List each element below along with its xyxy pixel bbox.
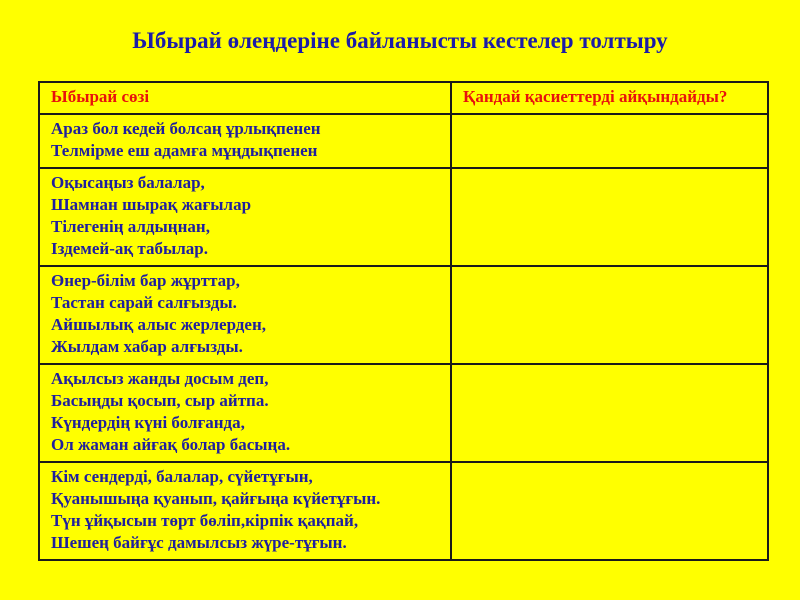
table-header-row: Ыбырай сөзі Қандай қасиеттерді айқындайд… [38, 81, 769, 115]
table-row: Оқысаңыз балалар, Шамнан шырақ жағылар Т… [38, 167, 769, 267]
poem-line: Тілегенің алдыңнан, [51, 217, 210, 236]
header-cell-qasietter: Қандай қасиеттерді айқындайды? [450, 81, 769, 115]
table-row: Араз бол кедей болсаң ұрлықпенен Телмірм… [38, 113, 769, 169]
poem-line: Айшылық алыс жерлерден, [51, 315, 266, 334]
header-cell-ybyrai-sozi: Ыбырай сөзі [38, 81, 452, 115]
poem-line: Қуанышыңа қуанып, қайғыңа күйетұғын. [51, 489, 381, 508]
poem-line: Тастан сарай салғызды. [51, 293, 237, 312]
poem-line: Телмірме еш адамға мұңдықпенен [51, 141, 318, 160]
poem-line: Іздемей-ақ табылар. [51, 239, 208, 258]
poem-line: Ол жаман айғақ болар басыңа. [51, 435, 291, 454]
poem-cell: Кім сендерді, балалар, сүйетұғын, Қуаныш… [38, 461, 452, 561]
answer-cell [450, 363, 769, 463]
answer-cell [450, 167, 769, 267]
poems-table: Ыбырай сөзі Қандай қасиеттерді айқындайд… [38, 81, 769, 561]
poem-line: Жылдам хабар алғызды. [51, 337, 243, 356]
table-row: Ақылсыз жанды досым деп, Басыңды қосып, … [38, 363, 769, 463]
poem-cell: Өнер-білім бар жұрттар, Тастан сарай сал… [38, 265, 452, 365]
answer-cell [450, 113, 769, 169]
poem-line: Түн ұйқысын төрт бөліп,кірпік қақпай, [51, 511, 359, 530]
poem-line: Ақылсыз жанды досым деп, [51, 369, 269, 388]
poem-line: Басыңды қосып, сыр айтпа. [51, 391, 269, 410]
answer-cell [450, 265, 769, 365]
table-row: Кім сендерді, балалар, сүйетұғын, Қуаныш… [38, 461, 769, 561]
poem-line: Оқысаңыз балалар, [51, 173, 205, 192]
poem-line: Кім сендерді, балалар, сүйетұғын, [51, 467, 313, 486]
poem-cell: Оқысаңыз балалар, Шамнан шырақ жағылар Т… [38, 167, 452, 267]
slide-title: Ыбырай өлеңдеріне байланысты кестелер то… [132, 28, 668, 53]
answer-cell [450, 461, 769, 561]
poem-line: Араз бол кедей болсаң ұрлықпенен [51, 119, 321, 138]
poem-line: Шамнан шырақ жағылар [51, 195, 252, 214]
poem-line: Күндердің күні болғанда, [51, 413, 245, 432]
poem-line: Өнер-білім бар жұрттар, [51, 271, 240, 290]
poem-cell: Араз бол кедей болсаң ұрлықпенен Телмірм… [38, 113, 452, 169]
table-row: Өнер-білім бар жұрттар, Тастан сарай сал… [38, 265, 769, 365]
poem-line: Шешең байғұс дамылсыз жүре-тұғын. [51, 533, 347, 552]
poem-cell: Ақылсыз жанды досым деп, Басыңды қосып, … [38, 363, 452, 463]
